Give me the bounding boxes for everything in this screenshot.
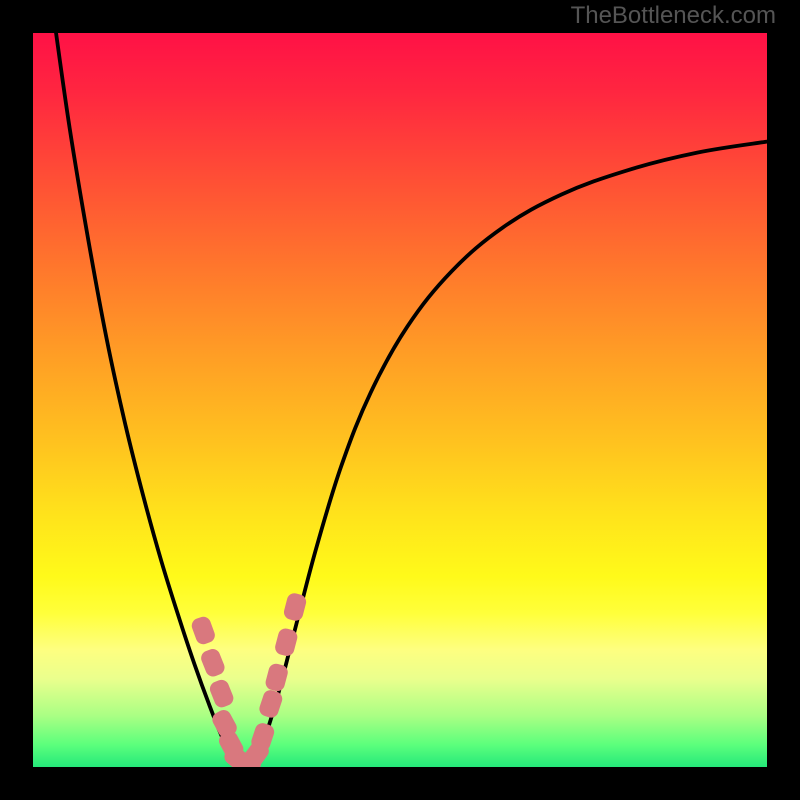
outer-frame: [0, 0, 800, 800]
data-marker: [274, 627, 298, 657]
watermark-text: TheBottleneck.com: [571, 2, 776, 30]
data-marker: [283, 592, 307, 621]
data-marker: [190, 615, 216, 645]
data-marker: [265, 663, 289, 693]
bottleneck-curve: [55, 26, 767, 765]
chart-svg: [0, 0, 800, 800]
data-marker: [200, 647, 227, 678]
data-marker: [208, 678, 235, 709]
